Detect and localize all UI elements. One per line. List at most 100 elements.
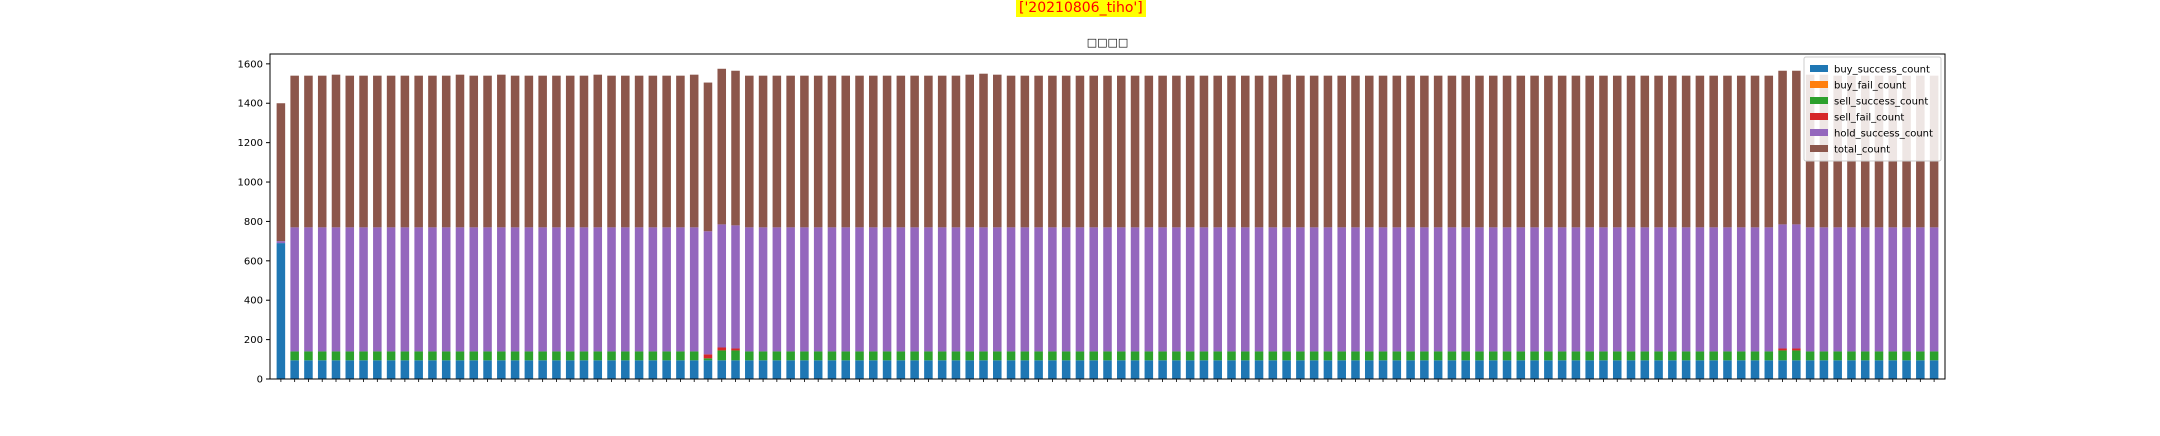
bar-hold_success_count-63 xyxy=(1144,227,1154,352)
bar-buy_success_count-61 xyxy=(1117,360,1126,379)
bar-sell_success_count-54 xyxy=(1020,351,1030,361)
bar-sell_success_count-24 xyxy=(607,351,616,361)
bar-buy_success_count-52 xyxy=(993,360,1002,379)
bar-hold_success_count-7 xyxy=(373,227,382,352)
bar-sell_success_count-44 xyxy=(882,351,892,361)
bar-total_count-3 xyxy=(317,75,327,228)
bar-total_count-86 xyxy=(1461,75,1470,228)
bar-total_count-41 xyxy=(841,75,851,228)
bar-hold_success_count-117 xyxy=(1888,227,1898,352)
bar-hold_success_count-101 xyxy=(1668,227,1677,352)
bar-hold_success_count-96 xyxy=(1599,227,1608,352)
bar-sell_success_count-20 xyxy=(552,351,561,361)
bar-total_count-43 xyxy=(869,75,878,228)
bar-sell_success_count-93 xyxy=(1557,351,1567,361)
bar-sell_success_count-106 xyxy=(1736,351,1746,361)
bar-hold_success_count-67 xyxy=(1199,227,1209,352)
bar-sell_success_count-31 xyxy=(703,358,713,361)
bar-buy_success_count-96 xyxy=(1599,360,1608,379)
bar-buy_success_count-79 xyxy=(1364,360,1374,379)
y-tick-label: 600 xyxy=(244,256,263,267)
bar-hold_success_count-68 xyxy=(1213,227,1222,352)
bar-buy_success_count-30 xyxy=(689,360,699,379)
bar-hold_success_count-43 xyxy=(869,227,878,352)
bar-buy_success_count-44 xyxy=(882,360,892,379)
bar-total_count-106 xyxy=(1736,75,1746,228)
bar-total_count-109 xyxy=(1778,70,1787,225)
bar-hold_success_count-83 xyxy=(1420,227,1429,352)
bar-total_count-56 xyxy=(1048,75,1057,228)
bar-hold_success_count-47 xyxy=(924,227,933,352)
bar-sell_success_count-10 xyxy=(414,351,423,361)
bar-total_count-62 xyxy=(1130,75,1140,228)
bar-hold_success_count-17 xyxy=(510,227,520,352)
bar-sell_fail_count-32 xyxy=(717,347,727,351)
bar-buy_success_count-43 xyxy=(869,360,878,379)
bar-buy_success_count-83 xyxy=(1420,360,1429,379)
bar-buy_success_count-111 xyxy=(1805,360,1815,379)
bar-buy_success_count-15 xyxy=(483,360,492,379)
bar-total_count-101 xyxy=(1668,75,1677,228)
bar-buy_success_count-65 xyxy=(1172,360,1181,379)
bar-sell_success_count-88 xyxy=(1488,351,1498,361)
y-tick-label: 800 xyxy=(244,217,263,228)
bar-hold_success_count-116 xyxy=(1874,227,1884,352)
bar-buy_success_count-28 xyxy=(662,360,671,379)
bar-hold_success_count-8 xyxy=(386,227,396,352)
bar-buy_success_count-64 xyxy=(1158,360,1167,379)
bar-sell_success_count-55 xyxy=(1034,351,1043,361)
bar-hold_success_count-55 xyxy=(1034,227,1043,352)
bar-hold_success_count-85 xyxy=(1447,227,1457,352)
y-tick-label: 0 xyxy=(257,375,263,386)
bar-hold_success_count-29 xyxy=(676,227,685,352)
bar-hold_success_count-44 xyxy=(882,227,892,352)
bar-buy_success_count-92 xyxy=(1544,360,1553,379)
bar-hold_success_count-41 xyxy=(841,227,851,352)
bar-total_count-110 xyxy=(1792,70,1801,225)
bar-total_count-24 xyxy=(607,75,616,228)
bar-buy_success_count-39 xyxy=(813,360,823,379)
bar-buy_success_count-48 xyxy=(937,360,947,379)
bar-buy_success_count-21 xyxy=(565,360,575,379)
bar-buy_success_count-104 xyxy=(1709,360,1718,379)
bar-sell_success_count-96 xyxy=(1599,351,1608,361)
bar-buy_success_count-62 xyxy=(1130,360,1140,379)
bar-sell_success_count-79 xyxy=(1364,351,1374,361)
bar-sell_fail_count-33 xyxy=(731,348,740,351)
bar-total_count-103 xyxy=(1695,75,1705,228)
bar-buy_success_count-108 xyxy=(1764,360,1774,379)
bar-buy_success_count-25 xyxy=(621,360,630,379)
bar-hold_success_count-11 xyxy=(428,227,437,352)
bar-hold_success_count-14 xyxy=(469,227,479,352)
bar-total_count-26 xyxy=(634,75,644,228)
bar-buy_success_count-77 xyxy=(1337,360,1346,379)
bar-hold_success_count-102 xyxy=(1681,227,1691,352)
bar-hold_success_count-90 xyxy=(1516,227,1526,352)
bar-total_count-90 xyxy=(1516,75,1526,228)
y-axis: 0 200 400 600 800 1000 1200 1400 1600 xyxy=(238,59,270,386)
bar-total_count-46 xyxy=(910,75,919,228)
bar-total_count-105 xyxy=(1723,75,1732,228)
bar-hold_success_count-5 xyxy=(345,227,355,352)
bar-hold_success_count-32 xyxy=(717,224,727,348)
bar-hold_success_count-12 xyxy=(441,227,451,352)
bar-total_count-68 xyxy=(1213,75,1222,228)
bar-sell_success_count-45 xyxy=(896,351,906,361)
legend-swatch xyxy=(1810,65,1828,72)
bar-sell_success_count-16 xyxy=(497,351,506,361)
bar-buy_success_count-47 xyxy=(924,360,933,379)
bar-sell_success_count-12 xyxy=(441,351,451,361)
bar-sell_success_count-58 xyxy=(1075,351,1085,361)
bar-buy_success_count-42 xyxy=(855,360,864,379)
bar-sell_success_count-99 xyxy=(1640,351,1650,361)
bar-total_count-37 xyxy=(786,75,795,228)
bar-sell_success_count-116 xyxy=(1874,351,1884,361)
bar-buy_success_count-27 xyxy=(648,360,658,379)
bar-buy_success_count-16 xyxy=(497,360,506,379)
bar-sell_success_count-82 xyxy=(1406,351,1415,361)
bar-sell_success_count-39 xyxy=(813,351,823,361)
bar-sell_success_count-61 xyxy=(1117,351,1126,361)
bar-hold_success_count-89 xyxy=(1502,227,1512,352)
bar-total_count-51 xyxy=(979,73,988,228)
